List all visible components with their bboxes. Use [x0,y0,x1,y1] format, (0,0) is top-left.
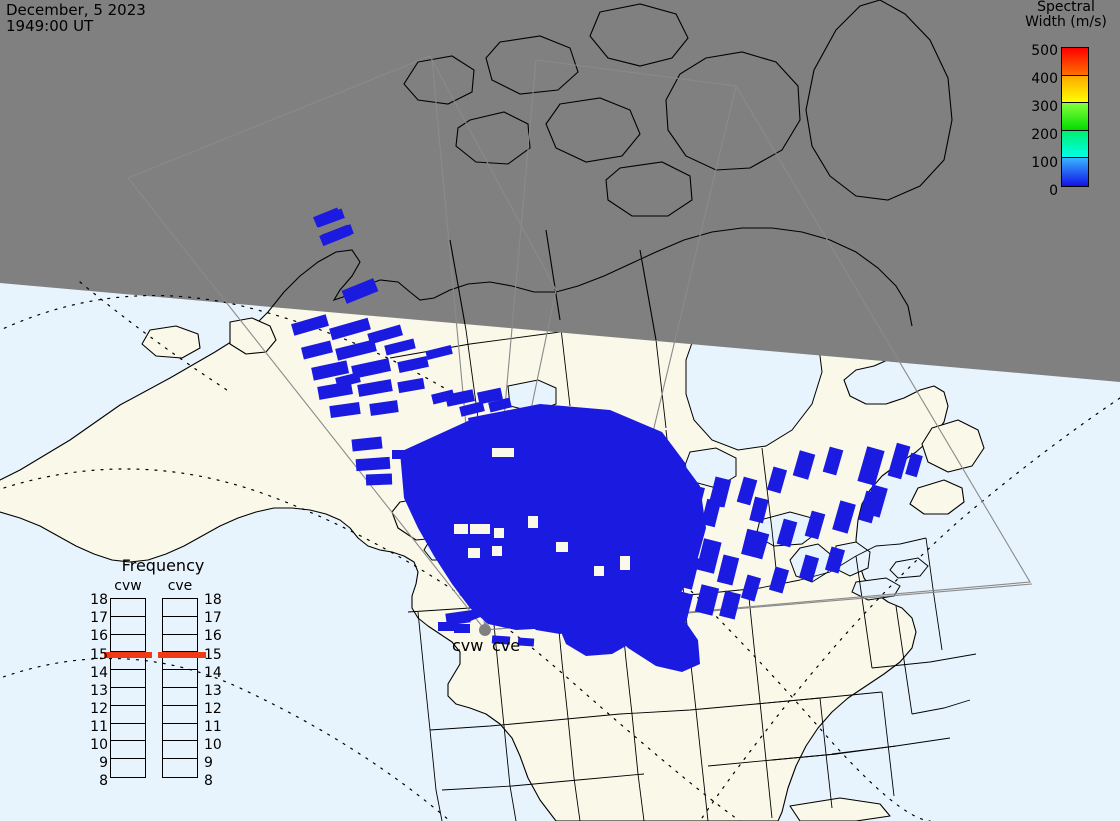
freq-tick-left-15: 15 [90,647,108,663]
cuba [789,797,891,821]
colorbar-tick-labels: 500 400 300 200 100 0 [1012,40,1058,198]
freq-tick-right-16: 16 [204,628,222,644]
frequency-legend: Frequency cvw cve 18 17 16 15 14 13 12 1… [88,556,238,796]
frequency-marker-cve [158,652,206,658]
freq-tick-right-10: 10 [204,737,222,753]
data-cells-alaska [313,207,352,247]
frequency-bar-cvw [110,598,146,778]
colorbar-segment-100 [1062,158,1088,186]
colorbar-tick-500: 500 [1031,43,1058,59]
alaska-peninsula [141,325,201,359]
freq-tick-left-14: 14 [90,665,108,681]
spectral-width-colorbar: Spectral Width (m/s) 500 400 300 200 100… [1012,0,1120,200]
freq-tick-right-9: 9 [204,755,213,771]
radar-site-marker [479,624,491,636]
colorbar-segment-500 [1062,48,1088,76]
freq-tick-right-17: 17 [204,610,222,626]
data-cell-outer-se [584,560,700,672]
frequency-marker-cvw [104,652,152,658]
colorbar-segment-200 [1062,130,1088,159]
data-cells-north [335,372,512,417]
freq-tick-left-11: 11 [90,719,108,735]
fov-outline-cvw [127,55,557,632]
data-cells-east-scatter [580,438,769,632]
colorbar-tick-200: 200 [1031,127,1058,143]
freq-tick-left-9: 9 [99,755,108,771]
colorbar-tick-300: 300 [1031,99,1058,115]
radar-site-label-cvw: cvw [452,636,484,655]
freq-tick-left-16: 16 [90,628,108,644]
freq-tick-right-12: 12 [204,701,222,717]
freq-tick-left-10: 10 [90,737,108,753]
frequency-legend-title: Frequency [121,556,205,575]
colorbar-tick-400: 400 [1031,71,1058,87]
freq-tick-right-18: 18 [204,592,222,608]
newfoundland [921,419,985,473]
freq-tick-left-8: 8 [99,773,108,789]
frequency-bar-cve [162,598,198,778]
data-cells-far-east [708,442,923,602]
nova-scotia [909,479,965,515]
frequency-bar-label-cvw: cvw [114,578,142,594]
colorbar-segment-300 [1062,103,1088,131]
frequency-bar-label-cve: cve [167,578,193,594]
freq-tick-right-15: 15 [204,647,222,663]
radar-site-label-cve: cve [492,636,521,655]
freq-tick-left-18: 18 [90,592,108,608]
colorbar-gradient [1061,47,1089,187]
freq-tick-right-14: 14 [204,665,222,681]
freq-tick-right-11: 11 [204,719,222,735]
colorbar-segment-400 [1062,75,1088,104]
colorbar-title-line1: Spectral [1037,0,1095,15]
data-cells-near-site [438,577,574,647]
freq-tick-left-12: 12 [90,701,108,717]
colorbar-tick-100: 100 [1031,155,1058,171]
timestamp-time: 1949:00 UT [6,17,94,35]
colorbar-title: Spectral Width (m/s) [1012,0,1120,30]
timestamp-date: December, 5 2023 [6,1,146,19]
freq-tick-left-17: 17 [90,610,108,626]
data-gaps [454,448,630,576]
freq-tick-left-13: 13 [90,683,108,699]
colorbar-tick-0: 0 [1049,183,1058,199]
night-coastlines [229,0,953,355]
freq-tick-right-13: 13 [204,683,222,699]
freq-tick-right-8: 8 [204,773,213,789]
colorbar-title-line2: Width (m/s) [1025,14,1107,30]
